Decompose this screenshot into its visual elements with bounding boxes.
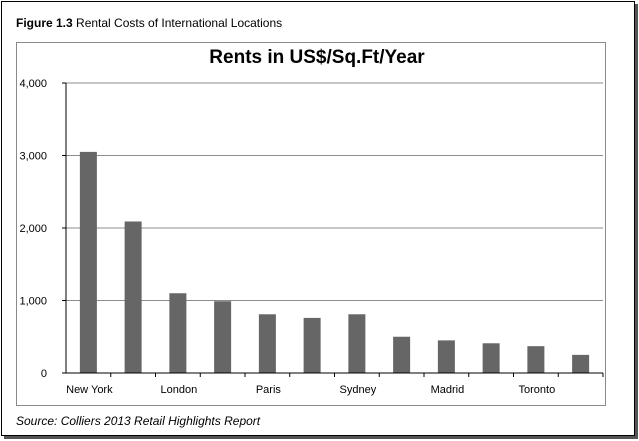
x-tick-label: Sydney: [340, 384, 377, 396]
y-tick-label: 2,000: [19, 223, 47, 235]
y-axis-ticks: 0 1,000 2,000 3,000 4,000: [19, 78, 66, 380]
x-axis-ticks: New York London Paris Sydney Madrid Toronto: [66, 373, 604, 396]
source-note: Source: Colliers 2013 Retail Highlights …: [16, 414, 261, 428]
x-tick-label: Toronto: [519, 384, 556, 396]
bar: [393, 336, 411, 373]
bar: [169, 293, 187, 373]
bar: [527, 346, 545, 373]
figure-frame: Figure 1.3 Rental Costs of International…: [1, 1, 635, 436]
bar-chart: Rents in US$/Sq.Ft/Year 0 1,000 2,000 3,000…: [19, 47, 604, 396]
figure-caption: Figure 1.3 Rental Costs of International…: [16, 16, 282, 30]
bar: [348, 314, 366, 373]
figure-caption-text: Rental Costs of International Locations: [76, 16, 283, 30]
y-tick-label: 4,000: [19, 78, 47, 90]
bar: [482, 343, 500, 373]
figure-label: Figure 1.3: [16, 16, 73, 30]
y-tick-label: 0: [41, 368, 47, 380]
bar: [79, 151, 97, 373]
bar: [572, 354, 590, 373]
y-tick-label: 1,000: [19, 296, 47, 308]
chart-area: Rents in US$/Sq.Ft/Year 0 1,000 2,000 3,000…: [16, 42, 606, 406]
chart-title: Rents in US$/Sq.Ft/Year: [209, 47, 425, 68]
grid-lines: [66, 82, 603, 301]
bar: [124, 221, 142, 373]
x-tick-label: Paris: [256, 384, 282, 396]
x-tick-label: New York: [66, 384, 113, 396]
x-tick-label: London: [161, 384, 198, 396]
bar: [258, 314, 276, 373]
bars: [79, 151, 590, 373]
y-tick-label: 3,000: [19, 151, 47, 163]
bar: [303, 317, 321, 373]
bar: [214, 301, 232, 373]
x-tick-label: Madrid: [431, 384, 465, 396]
bar: [437, 340, 455, 373]
